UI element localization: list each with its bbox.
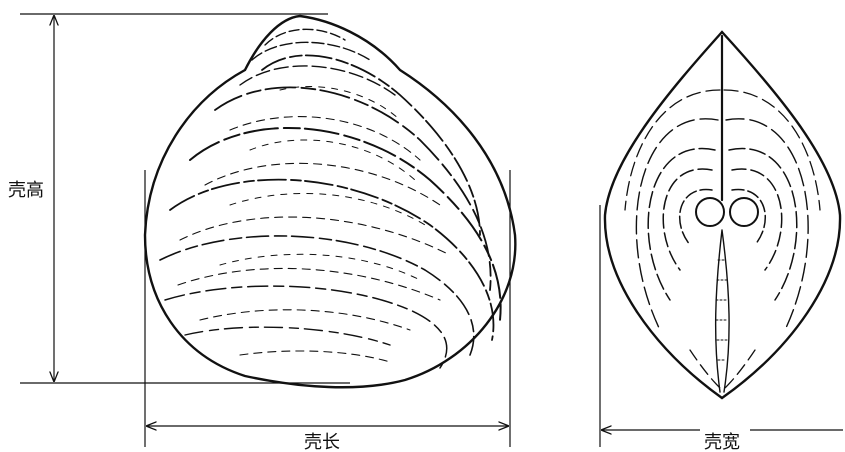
shell-front-outline (603, 30, 842, 400)
growth-ring (159, 235, 475, 356)
umbo-ring (239, 65, 396, 96)
label-shell-length: 壳长 (304, 432, 340, 452)
growth-ring (261, 54, 481, 236)
shell-side-outline (143, 14, 517, 389)
growth-ring (169, 178, 495, 341)
left-umbo (695, 197, 725, 227)
growth-ring (189, 127, 502, 321)
front-growth-ring (678, 188, 767, 246)
front-growth-ring (647, 147, 798, 301)
ligament (714, 229, 730, 393)
clam-shell-side-view (143, 14, 517, 389)
growth-ring (184, 326, 391, 346)
right-umbo (729, 197, 759, 227)
front-growth-ring (635, 118, 809, 331)
umbo-ring (264, 28, 346, 46)
front-growth-ring (624, 89, 821, 211)
shell-length-dimension: 壳长 (144, 170, 511, 452)
growth-ring (164, 285, 448, 369)
shell-width-dimension: 壳宽 (599, 205, 843, 452)
shell-height-dimension: 壳高 (6, 13, 350, 384)
label-shell-width: 壳宽 (704, 432, 740, 452)
label-shell-height: 壳高 (8, 180, 44, 201)
growth-ring (214, 86, 492, 291)
front-growth-ring (689, 349, 756, 389)
ligament-hatching (715, 259, 729, 361)
clam-shell-front-view (603, 30, 842, 400)
umbo-ring (251, 41, 371, 61)
surface-hatching (177, 116, 451, 363)
front-growth-ring (662, 168, 783, 271)
